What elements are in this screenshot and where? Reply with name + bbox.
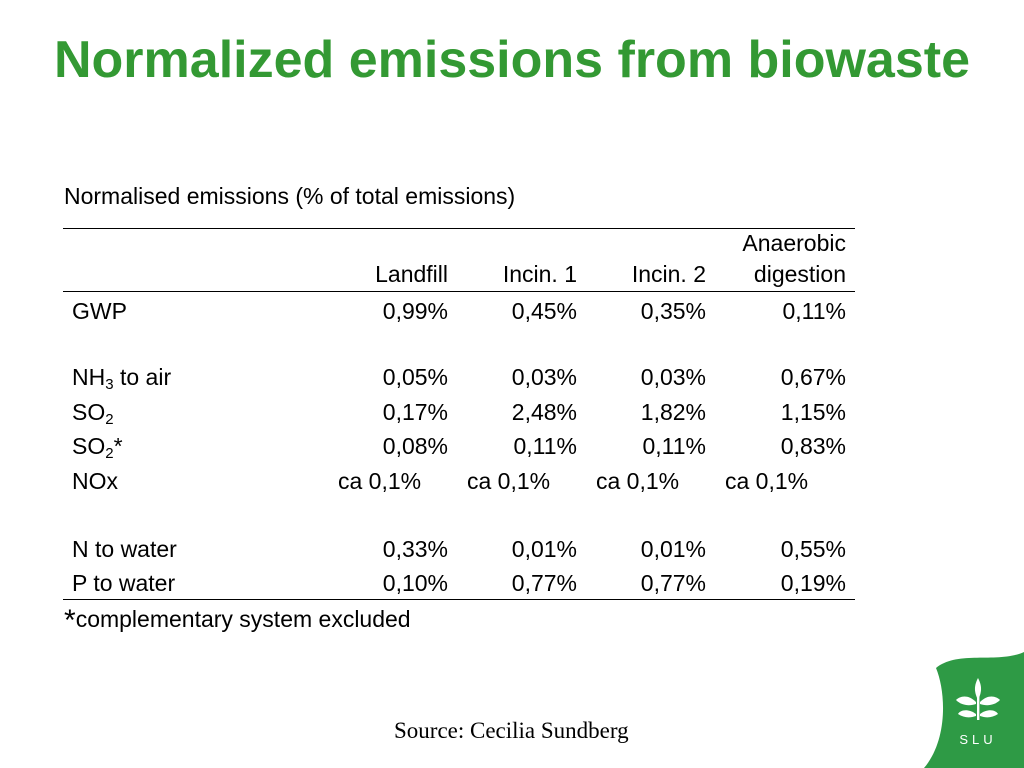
header-incin-1: Incin. 1 bbox=[502, 261, 577, 287]
cell-so2star-incin2: 0,11% bbox=[642, 433, 706, 459]
cell-n-anaerobic: 0,55% bbox=[780, 536, 846, 562]
row-label-p-to-water: P to water bbox=[72, 570, 176, 596]
header-anaerobic-line2: digestion bbox=[753, 261, 846, 287]
cell-so2-anaerobic: 1,15% bbox=[780, 399, 846, 425]
cell-nh3-incin1: 0,03% bbox=[511, 364, 577, 390]
row-label-so2-star: SO2* bbox=[72, 433, 123, 462]
cell-nox-landfill: ca 0,1% bbox=[338, 468, 422, 494]
slu-logo-text: SLU bbox=[959, 732, 996, 747]
table-bottom-rule bbox=[63, 599, 855, 600]
cell-n-incin2: 0,01% bbox=[640, 536, 706, 562]
cell-p-incin2: 0,77% bbox=[640, 570, 706, 596]
cell-so2star-landfill: 0,08% bbox=[382, 433, 448, 459]
cell-nox-incin2: ca 0,1% bbox=[596, 468, 680, 494]
row-label-nh3-to-air: NH3 to air bbox=[72, 364, 172, 393]
row-label-so2: SO2 bbox=[72, 399, 114, 428]
source-credit: Source: Cecilia Sundberg bbox=[394, 718, 629, 743]
header-incin-2: Incin. 2 bbox=[631, 261, 706, 287]
cell-p-incin1: 0,77% bbox=[511, 570, 577, 596]
table-top-rule bbox=[63, 228, 855, 229]
cell-so2-landfill: 0,17% bbox=[382, 399, 448, 425]
cell-gwp-landfill: 0,99% bbox=[382, 298, 448, 324]
row-label-gwp: GWP bbox=[72, 298, 127, 324]
table-caption: Normalised emissions (% of total emissio… bbox=[64, 183, 516, 209]
cell-gwp-anaerobic: 0,11% bbox=[782, 298, 846, 324]
cell-nh3-landfill: 0,05% bbox=[382, 364, 448, 390]
cell-nox-anaerobic: ca 0,1% bbox=[725, 468, 809, 494]
cell-nox-incin1: ca 0,1% bbox=[467, 468, 551, 494]
cell-so2-incin1: 2,48% bbox=[511, 399, 577, 425]
cell-gwp-incin1: 0,45% bbox=[511, 298, 577, 324]
footnote-text: complementary system excluded bbox=[75, 606, 411, 632]
cell-so2star-anaerobic: 0,83% bbox=[780, 433, 846, 459]
cell-n-incin1: 0,01% bbox=[511, 536, 577, 562]
cell-nh3-anaerobic: 0,67% bbox=[780, 364, 846, 390]
slide-title: Normalized emissions from biowaste bbox=[53, 31, 971, 89]
cell-gwp-incin2: 0,35% bbox=[640, 298, 706, 324]
slu-logo-icon: SLU bbox=[924, 652, 1024, 768]
table-header-rule bbox=[63, 291, 855, 292]
cell-so2star-incin1: 0,11% bbox=[513, 433, 577, 459]
header-anaerobic-line1: Anaerobic bbox=[742, 230, 846, 256]
cell-n-landfill: 0,33% bbox=[382, 536, 448, 562]
footnote-asterisk: * bbox=[64, 604, 76, 637]
cell-so2-incin2: 1,82% bbox=[640, 399, 706, 425]
footnote: *complementary system excluded bbox=[64, 603, 411, 637]
row-label-n-to-water: N to water bbox=[72, 536, 177, 562]
cell-p-anaerobic: 0,19% bbox=[780, 570, 846, 596]
cell-nh3-incin2: 0,03% bbox=[640, 364, 706, 390]
header-landfill: Landfill bbox=[375, 261, 448, 287]
row-label-nox: NOx bbox=[72, 468, 118, 494]
cell-p-landfill: 0,10% bbox=[382, 570, 448, 596]
